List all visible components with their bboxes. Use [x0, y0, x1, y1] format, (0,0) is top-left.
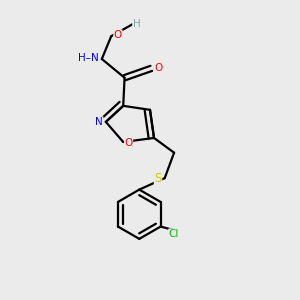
- Text: H–N: H–N: [78, 53, 99, 63]
- Text: O: O: [154, 63, 162, 74]
- Text: O: O: [124, 138, 133, 148]
- Text: Cl: Cl: [169, 229, 179, 239]
- Text: S: S: [154, 172, 162, 184]
- Text: H: H: [133, 19, 140, 29]
- Text: O: O: [114, 30, 122, 40]
- Text: N: N: [95, 117, 103, 127]
